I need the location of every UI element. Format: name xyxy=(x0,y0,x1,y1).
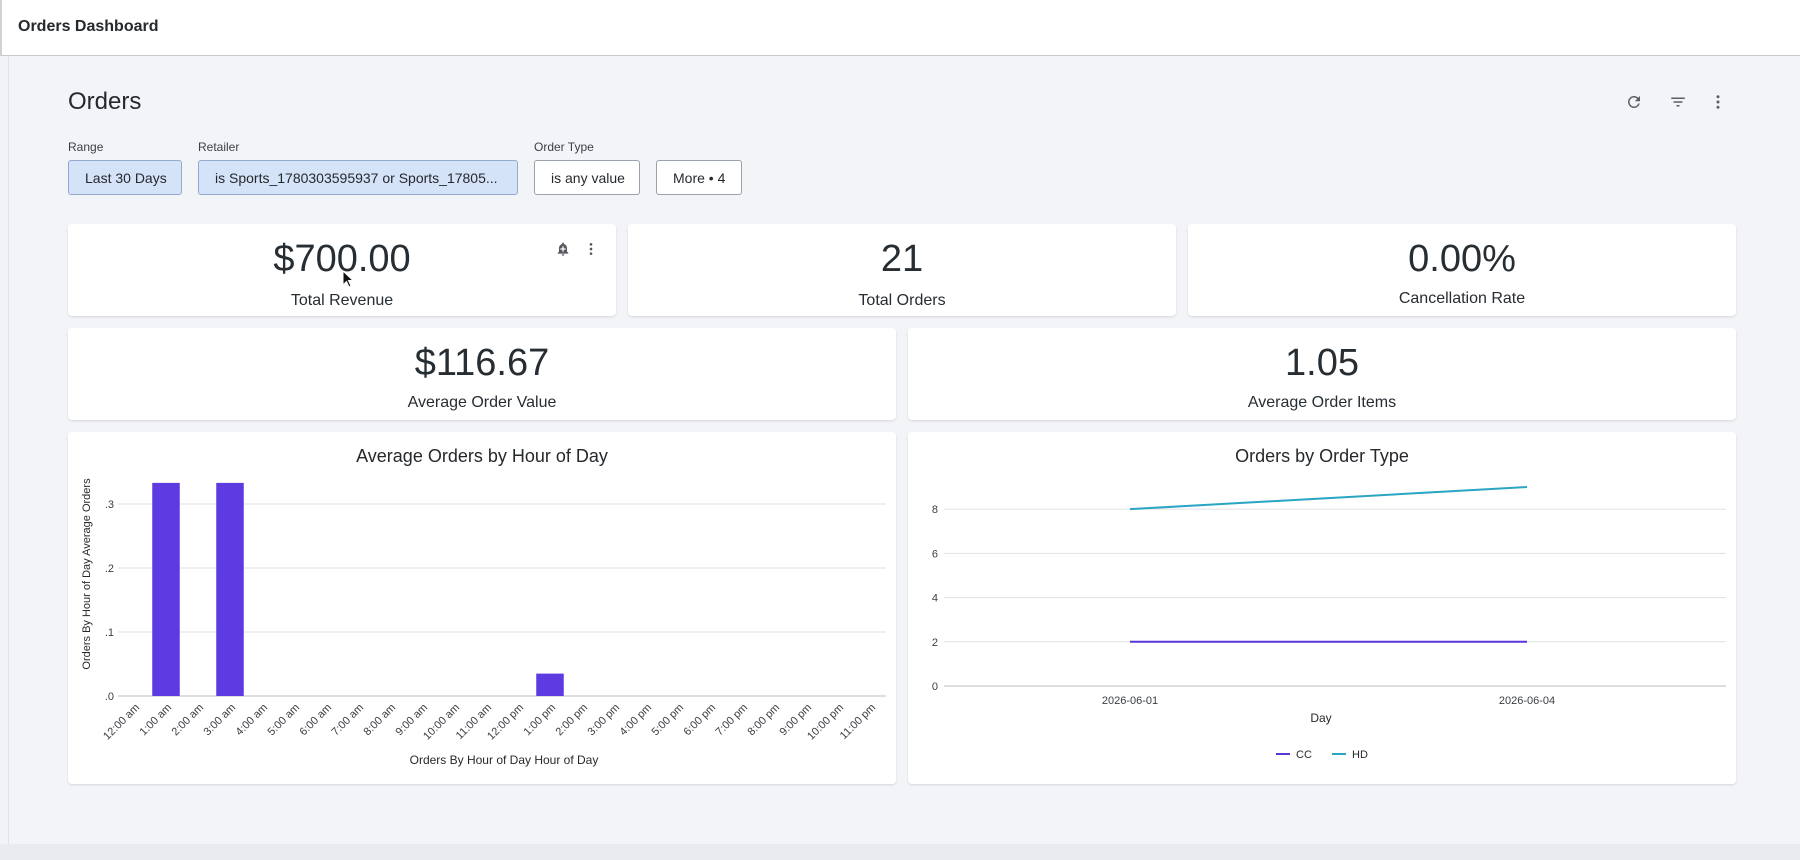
y-tick-label: .1 xyxy=(105,627,114,639)
bar xyxy=(536,673,564,696)
total-orders-tile[interactable]: 21 Total Orders xyxy=(628,224,1176,316)
hourly-orders-bar-chart: .0.1.2.312:00 am1:00 am2:00 am3:00 am4:0… xyxy=(81,478,886,767)
total-orders-value: 21 xyxy=(880,238,924,280)
y-tick-label: 0 xyxy=(932,681,938,693)
y-tick-label: 6 xyxy=(932,548,938,560)
x-axis-title: Day xyxy=(1310,711,1331,725)
x-tick-label: 4:00 am xyxy=(234,702,271,739)
x-tick-label: 3:00 pm xyxy=(586,702,623,739)
order-type-line-chart: 0 2 4 6 8 2026-06-01 2026-06-04 Day CC HD xyxy=(932,486,1726,761)
total-orders-label: Total Orders xyxy=(858,292,946,309)
hourly-chart-title: Average Orders by Hour of Day xyxy=(356,446,608,466)
total-revenue-label: Total Revenue xyxy=(290,292,394,309)
y-tick-label: 4 xyxy=(932,593,938,605)
filter-icon[interactable] xyxy=(1668,92,1688,112)
order-type-filter-label: Order Type xyxy=(534,140,594,154)
refresh-icon[interactable] xyxy=(1624,92,1644,112)
y-tick-label: 2 xyxy=(932,637,938,649)
more-vert-icon[interactable] xyxy=(1708,92,1728,112)
cancellation-rate-tile[interactable]: 0.00% Cancellation Rate xyxy=(1188,224,1736,316)
x-tick-label: 2:00 pm xyxy=(554,702,591,739)
average-order-value-tile[interactable]: $116.67 Average Order Value xyxy=(68,328,896,420)
cancellation-rate-label: Cancellation Rate xyxy=(1398,290,1526,307)
mouse-cursor-icon xyxy=(342,270,354,288)
bar xyxy=(216,482,244,696)
hourly-orders-chart-tile[interactable]: Average Orders by Hour of Day .0 .1 .2 .3 12… xyxy=(68,432,896,784)
cancellation-rate-value: 0.00% xyxy=(1408,238,1516,280)
x-tick-label: 5:00 am xyxy=(266,702,303,739)
total-revenue-value: $700.00 xyxy=(273,238,411,280)
y-tick-label: .3 xyxy=(105,499,114,511)
range-filter[interactable]: Last 30 Days xyxy=(68,160,182,195)
page-title: Orders xyxy=(68,88,142,115)
x-tick-label: 3:00 am xyxy=(202,702,239,739)
x-tick-label: 12:00 am xyxy=(101,702,142,743)
average-order-value-value: $116.67 xyxy=(414,342,550,384)
order-type-chart-tile[interactable]: Orders by Order Type 0 2 4 6 8 2026-06-01 2026… xyxy=(908,432,1736,784)
x-tick-label: 6:00 pm xyxy=(682,702,719,739)
retailer-filter-label: Retailer xyxy=(198,140,240,154)
x-tick-label: 2:00 am xyxy=(170,702,207,739)
total-revenue-tile[interactable]: $700.00 Total Revenue xyxy=(68,224,616,316)
legend-label: HD xyxy=(1352,749,1368,761)
average-order-items-value: 1.05 xyxy=(1285,342,1359,384)
tile-more-vert-icon[interactable] xyxy=(582,240,600,258)
order-type-chart-title: Orders by Order Type xyxy=(1235,446,1409,466)
more-filters-button[interactable]: More • 4 xyxy=(656,160,742,195)
x-tick-label: 8:00 pm xyxy=(746,702,783,739)
dashboard-title: Orders Dashboard xyxy=(18,18,159,35)
y-tick-label: .0 xyxy=(105,691,114,703)
series-line-hd xyxy=(1129,486,1528,511)
x-tick-label: 6:00 am xyxy=(298,702,335,739)
legend-label: CC xyxy=(1296,749,1312,761)
y-tick-label: 8 xyxy=(932,504,938,516)
average-order-items-label: Average Order Items xyxy=(1247,394,1397,411)
top-bar: Orders Dashboard xyxy=(0,0,1800,56)
retailer-filter[interactable]: is Sports_1780303595937 or Sports_17805.… xyxy=(198,160,518,195)
x-tick-label: 2026-06-01 xyxy=(1102,695,1158,707)
x-tick-label: 1:00 am xyxy=(138,702,175,739)
average-order-value-label: Average Order Value xyxy=(407,394,557,411)
x-tick-label: 7:00 pm xyxy=(714,702,751,739)
x-axis-title: Orders By Hour of Day Hour of Day xyxy=(410,753,599,767)
x-tick-label: 11:00 pm xyxy=(838,702,878,742)
y-axis-title: Orders By Hour of Day Average Orders xyxy=(81,478,93,670)
x-tick-label: 2026-06-04 xyxy=(1499,695,1555,707)
x-tick-label: 1:00 pm xyxy=(522,702,559,739)
footer-strip xyxy=(0,844,1800,860)
x-tick-label: 7:00 am xyxy=(330,702,367,739)
alert-bell-icon[interactable] xyxy=(554,240,572,258)
bar xyxy=(152,482,180,696)
range-filter-label: Range xyxy=(68,140,104,154)
order-type-filter[interactable]: is any value xyxy=(534,160,640,195)
y-tick-label: .2 xyxy=(105,563,114,575)
x-tick-label: 5:00 pm xyxy=(650,702,687,739)
x-tick-label: 8:00 am xyxy=(362,702,399,739)
average-order-items-tile[interactable]: 1.05 Average Order Items xyxy=(908,328,1736,420)
x-tick-label: 4:00 pm xyxy=(618,702,655,739)
